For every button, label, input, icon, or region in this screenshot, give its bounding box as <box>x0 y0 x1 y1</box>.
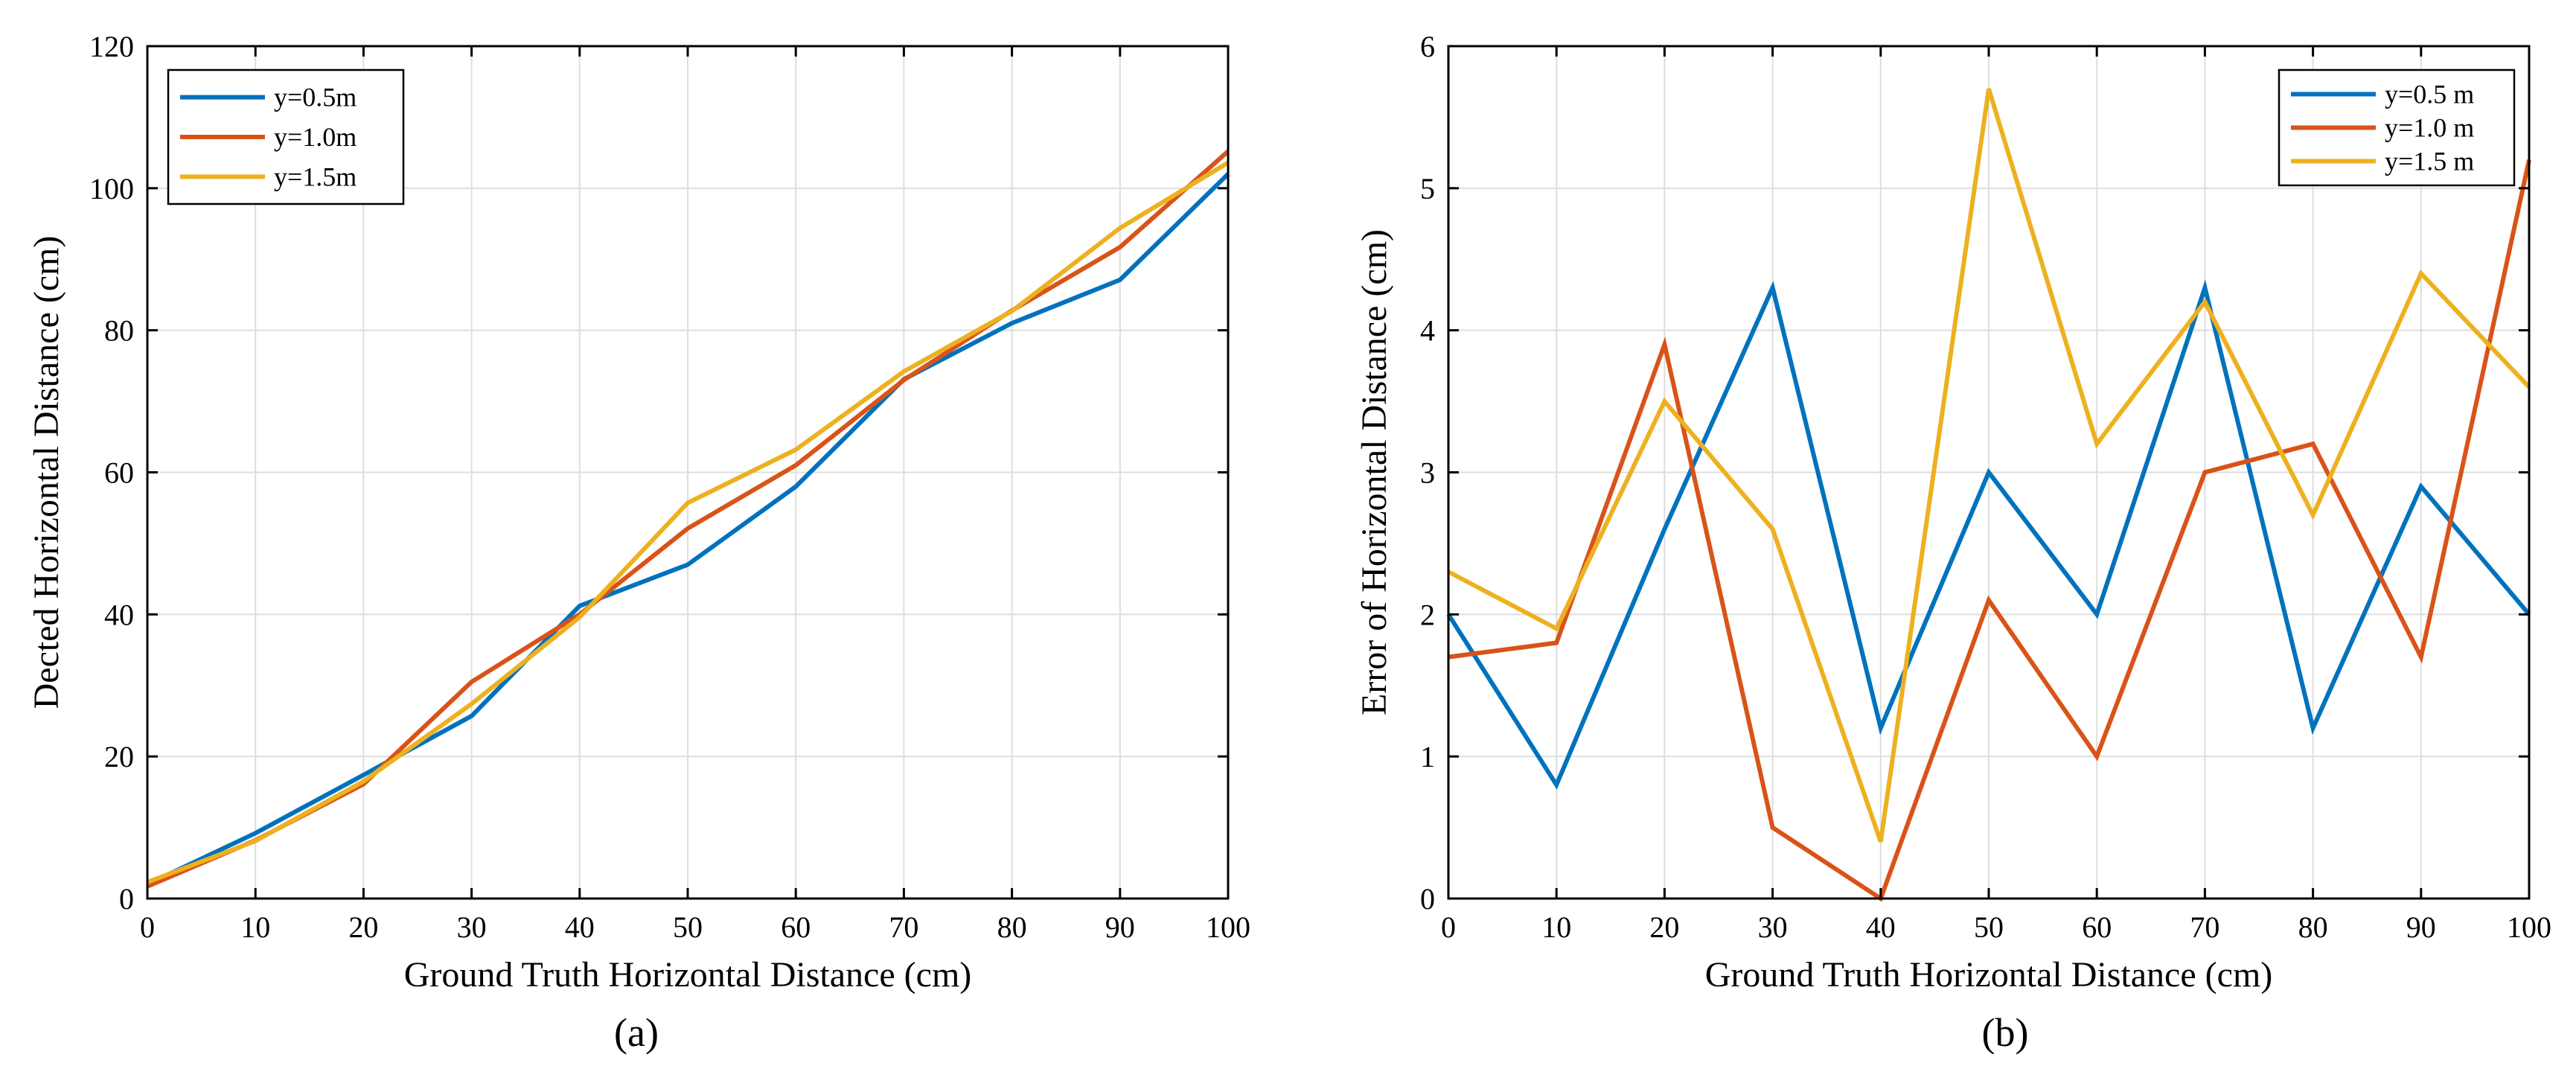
x-tick-label: 80 <box>997 910 1027 944</box>
y-tick-label: 2 <box>1420 598 1435 631</box>
y-tick-label: 4 <box>1420 314 1435 348</box>
x-axis-label: Ground Truth Horizontal Distance (cm) <box>404 955 972 995</box>
x-tick-label: 50 <box>673 910 703 944</box>
legend-label-2: y=1.0m <box>274 122 357 152</box>
legend-label-3: y=1.5 m <box>2385 147 2474 176</box>
series-line-3 <box>146 160 1230 884</box>
y-axis-label: Error of Horizontal Distance (cm) <box>1355 229 1394 715</box>
x-tick-label: 30 <box>1758 910 1788 944</box>
y-tick-label: 20 <box>104 740 134 773</box>
x-axis-label: Ground Truth Horizontal Distance (cm) <box>1705 955 2273 995</box>
x-tick-label: 0 <box>140 910 155 944</box>
series-line-2 <box>1448 159 2531 902</box>
y-tick-label: 0 <box>1420 882 1435 916</box>
y-tick-label: 1 <box>1420 740 1435 773</box>
y-tick-label: 40 <box>104 598 134 631</box>
series-line-3 <box>1447 88 2531 843</box>
x-tick-label: 10 <box>240 910 270 944</box>
x-tick-label: 20 <box>1649 910 1679 944</box>
x-tick-label: 100 <box>1206 910 1250 944</box>
y-tick-label: 120 <box>89 30 134 63</box>
y-tick-label: 3 <box>1420 456 1435 490</box>
y-axis-label: Dected Horizontal Distance (cm) <box>27 236 66 709</box>
x-tick-label: 70 <box>2190 910 2219 944</box>
x-tick-label: 80 <box>2298 910 2328 944</box>
legend-label-2: y=1.0 m <box>2385 113 2474 143</box>
x-tick-label: 40 <box>1866 910 1896 944</box>
y-tick-label: 100 <box>89 172 134 205</box>
panel-label: (a) <box>614 1010 659 1055</box>
chart-a: 0 10 20 30 40 50 60 70 80 90 100 0 20 40 60 80 100 120 Gro… <box>27 30 1250 1055</box>
x-tick-label: 60 <box>781 910 811 944</box>
x-tick-label: 100 <box>2507 910 2551 944</box>
y-tick-label: 0 <box>119 882 134 916</box>
x-tick-label: 20 <box>348 910 378 944</box>
x-tick-label: 10 <box>1541 910 1571 944</box>
x-tick-label: 90 <box>2406 910 2436 944</box>
x-tick-label: 30 <box>457 910 487 944</box>
chart-b: 0 10 20 30 40 50 60 70 80 90 100 0 1 2 3 4 5 6 Ground Trut… <box>1355 30 2551 1055</box>
legend-label-3: y=1.5m <box>274 162 357 191</box>
y-tick-label: 5 <box>1420 172 1435 205</box>
panel-label: (b) <box>1982 1010 2029 1055</box>
legend-label-1: y=0.5 m <box>2385 80 2474 109</box>
x-tick-label: 60 <box>2082 910 2112 944</box>
legend-box <box>2278 68 2516 187</box>
legend-label-1: y=0.5m <box>274 83 357 112</box>
y-tick-label: 80 <box>104 314 134 348</box>
series-line-1 <box>146 172 1230 887</box>
x-tick-label: 40 <box>565 910 595 944</box>
y-tick-label: 60 <box>104 456 134 490</box>
y-tick-label: 6 <box>1420 30 1435 63</box>
x-tick-label: 50 <box>1974 910 2004 944</box>
x-tick-label: 90 <box>1105 910 1135 944</box>
x-tick-label: 0 <box>1441 910 1456 944</box>
x-tick-label: 70 <box>889 910 918 944</box>
series-line-1 <box>1446 279 2531 790</box>
